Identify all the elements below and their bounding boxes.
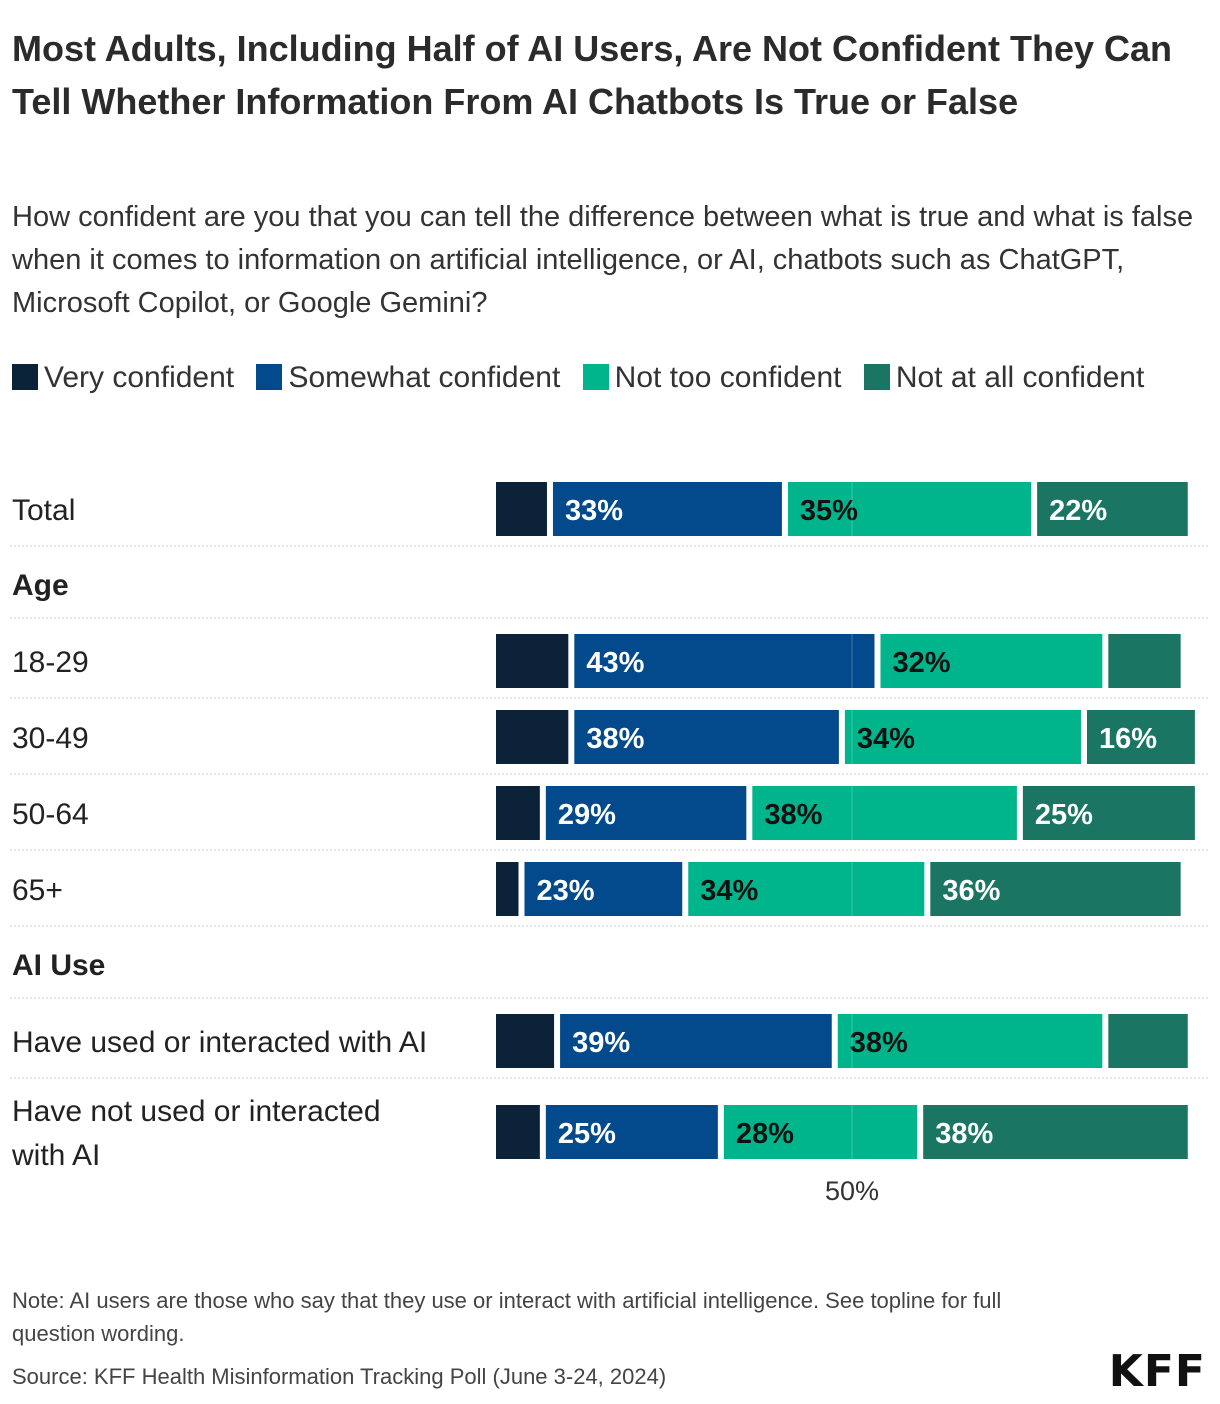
data-label: 25% <box>1035 799 1093 831</box>
data-label: 32% <box>892 647 950 679</box>
bar-segment-somewhat-confident <box>545 1105 718 1159</box>
category-label: Have not used or interacted <box>12 1095 381 1128</box>
category-label: 50-64 <box>12 798 89 831</box>
data-label: 36% <box>942 875 1000 907</box>
data-label: 16% <box>1099 723 1157 755</box>
data-label: 28% <box>736 1118 794 1150</box>
bar-segment-somewhat-confident <box>560 1014 832 1068</box>
bar-segment-not-at-all-confident <box>1086 710 1195 764</box>
bar-segment-very-confident <box>496 634 569 688</box>
group-label: AI Use <box>12 949 105 982</box>
data-label: 25% <box>558 1118 616 1150</box>
data-label: 43% <box>586 647 644 679</box>
bar-segment-not-at-all-confident <box>923 1105 1188 1159</box>
data-label: 38% <box>586 723 644 755</box>
legend-label-not-at-all-confident: Not at all confident <box>895 361 1145 394</box>
data-label: 33% <box>565 495 623 527</box>
category-label: Total <box>12 494 75 527</box>
data-label: 22% <box>1049 495 1107 527</box>
legend-swatch-very-confident <box>12 364 38 390</box>
data-label: 35% <box>800 495 858 527</box>
bar-segment-very-confident <box>496 1105 540 1159</box>
category-label: 30-49 <box>12 722 89 755</box>
bar-segment-not-at-all-confident <box>1108 634 1181 688</box>
stacked-bar-chart: Total 33% 35% 22% Age 18-29 43% 32% 30-49 38% 34% 1… <box>10 482 1208 1206</box>
legend-item-not-too-confident[interactable]: Not too confident <box>582 361 842 394</box>
legend-label-somewhat-confident: Somewhat confident <box>288 361 561 394</box>
bar-segment-somewhat-confident <box>574 710 839 764</box>
data-label: 34% <box>700 875 758 907</box>
category-label: with AI <box>11 1139 100 1172</box>
x-tick-label: 50% <box>825 1176 879 1206</box>
chart-note: Note: AI users are those who say that th… <box>12 1288 1002 1346</box>
bar-segment-somewhat-confident <box>552 482 782 536</box>
bar-segment-not-at-all-confident <box>930 862 1181 916</box>
bar-segment-not-at-all-confident <box>1037 482 1188 536</box>
legend-label-not-too-confident: Not too confident <box>614 361 842 394</box>
data-label: 38% <box>935 1118 993 1150</box>
data-label: 38% <box>764 799 822 831</box>
category-label: Have used or interacted with AI <box>12 1026 427 1059</box>
bar-segment-very-confident <box>496 1014 555 1068</box>
bar-segment-very-confident <box>496 786 540 840</box>
legend-item-very-confident[interactable]: Very confident <box>12 361 234 394</box>
legend-swatch-not-too-confident <box>582 364 609 390</box>
data-label: 34% <box>857 723 915 755</box>
category-label: 18-29 <box>12 646 89 679</box>
bar-segment-not-too-confident <box>787 482 1032 536</box>
bar-segment-not-too-confident <box>880 634 1103 688</box>
chart-source: Source: KFF Health Misinformation Tracki… <box>12 1364 667 1389</box>
bar-segment-not-too-confident <box>837 1014 1103 1068</box>
data-label: 39% <box>572 1027 630 1059</box>
category-label: 65+ <box>12 874 63 907</box>
legend-swatch-not-at-all-confident <box>863 364 890 390</box>
data-label: 23% <box>536 875 594 907</box>
bar-segment-not-at-all-confident <box>1108 1014 1188 1068</box>
bar-segment-not-too-confident <box>688 862 925 916</box>
legend: Very confident Somewhat confident Not to… <box>12 352 1202 404</box>
bar-segment-very-confident <box>496 862 519 916</box>
bar-segment-somewhat-confident <box>574 634 875 688</box>
bar-segment-not-too-confident <box>752 786 1017 840</box>
legend-item-somewhat-confident[interactable]: Somewhat confident <box>256 361 560 394</box>
data-label: 38% <box>850 1027 908 1059</box>
chart-title: Most Adults, Including Half of AI Users,… <box>12 28 1173 122</box>
bar-segment-very-confident <box>496 482 547 536</box>
data-label: 29% <box>558 799 616 831</box>
bar-segment-somewhat-confident <box>524 862 683 916</box>
bar-segment-not-too-confident <box>723 1105 918 1159</box>
group-label: Age <box>12 569 69 602</box>
legend-swatch-somewhat-confident <box>256 364 283 390</box>
bar-segment-somewhat-confident <box>545 786 747 840</box>
legend-item-not-at-all-confident[interactable]: Not at all confident <box>863 361 1145 394</box>
kff-logo: KFF <box>1108 1346 1206 1397</box>
chart-subtitle: How confident are you that you can tell … <box>12 201 1194 319</box>
bar-segment-not-at-all-confident <box>1022 786 1195 840</box>
bar-segment-very-confident <box>496 710 569 764</box>
bar-segment-not-too-confident <box>844 710 1081 764</box>
legend-label-very-confident: Very confident <box>44 361 235 394</box>
